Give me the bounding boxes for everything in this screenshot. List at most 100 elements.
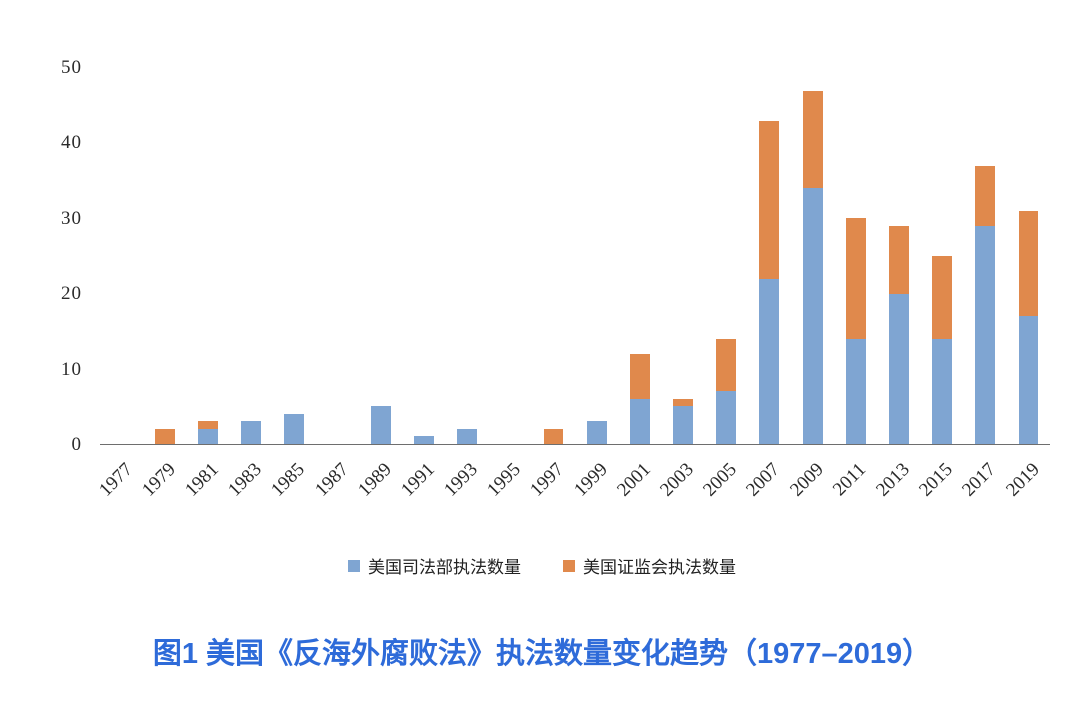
x-tick-cell-1995: 1995 [483, 447, 532, 527]
x-tick-cell-1997: 1997 [527, 447, 575, 527]
bar-group-1985 [273, 68, 316, 444]
bar-group-2007 [748, 68, 791, 444]
bar-group-1993 [446, 68, 489, 444]
bar-stack-2003 [673, 68, 693, 444]
x-tick-label-1991: 1991 [397, 459, 439, 501]
bar-doj-2019 [1018, 316, 1039, 444]
x-tick-label-2009: 2009 [785, 459, 828, 501]
bar-doj-2001 [629, 398, 650, 444]
x-tick-cell-2001: 2001 [613, 447, 661, 527]
bar-stack-2007 [759, 68, 780, 444]
bar-stack-2019 [1018, 68, 1039, 444]
x-tick-cell-2013: 2013 [872, 447, 920, 527]
bar-doj-1989 [370, 406, 391, 444]
x-tick-cell-1989: 1989 [354, 447, 402, 527]
x-tick-label-1977: 1977 [94, 459, 137, 501]
bar-stack-2001 [629, 68, 650, 444]
figure-caption: 图1 美国《反海外腐败法》执法数量变化趋势（1977–2019） [152, 638, 932, 670]
bar-sec-2007 [759, 120, 780, 279]
bar-group-1997 [532, 68, 575, 444]
bar-stack-2009 [802, 68, 823, 444]
bar-sec-2005 [716, 338, 737, 392]
x-tick-cell-2015: 2015 [915, 447, 964, 527]
x-tick-label-1985: 1985 [267, 459, 310, 501]
bar-sec-1981 [198, 421, 218, 429]
bar-doj-2015 [932, 338, 953, 444]
bar-stack-2015 [932, 68, 953, 444]
x-tick-cell-2005: 2005 [699, 447, 748, 527]
bar-stack-2013 [889, 68, 909, 444]
bar-sec-2013 [889, 225, 909, 294]
bar-sec-2011 [845, 218, 866, 339]
bar-doj-2005 [716, 391, 737, 444]
bar-group-2017 [964, 68, 1007, 444]
y-tick-label-10: 10 [61, 358, 82, 380]
x-tick-cell-1991: 1991 [397, 447, 445, 527]
x-tick-cell-2009: 2009 [786, 447, 834, 527]
bar-stack-1993 [457, 68, 478, 444]
bar-stack-1991 [413, 68, 434, 444]
sec-legend-swatch [563, 559, 575, 572]
x-tick-label-1979: 1979 [137, 459, 180, 501]
bar-stack-1999 [586, 68, 607, 444]
x-tick-cell-2003: 2003 [656, 447, 704, 527]
bar-stack-1985 [284, 68, 305, 444]
x-tick-label-1997: 1997 [526, 459, 569, 501]
x-tick-label-1995: 1995 [483, 459, 526, 501]
x-tick-cell-1987: 1987 [311, 447, 359, 527]
x-tick-cell-2011: 2011 [829, 447, 877, 527]
bar-sec-2003 [673, 398, 693, 407]
bar-stack-1979 [154, 68, 175, 444]
x-tick-label-1999: 1999 [569, 459, 612, 501]
bar-sec-2001 [629, 353, 650, 399]
legend: 美国司法部执法数量 美国证监会执法数量 [0, 553, 1084, 578]
x-tick-cell-1983: 1983 [224, 447, 273, 527]
bar-stack-1995 [500, 68, 520, 444]
x-tick-label-2019: 2019 [1001, 459, 1044, 501]
bar-group-1981 [186, 68, 229, 444]
y-tick-label-40: 40 [61, 132, 82, 154]
y-tick-label-0: 0 [71, 434, 82, 455]
bar-sec-2019 [1018, 210, 1039, 317]
bar-group-2009 [791, 68, 834, 444]
bar-stack-1997 [543, 68, 564, 444]
y-axis: 0 10 20 30 40 50 [0, 57, 92, 455]
bar-sec-1997 [543, 428, 564, 444]
doj-legend-swatch [348, 559, 360, 572]
legend-item-sec: 美国证监会执法数量 [563, 553, 736, 578]
bar-stack-2011 [845, 68, 866, 444]
x-tick-cell-1985: 1985 [267, 447, 316, 527]
x-tick-label-2011: 2011 [829, 459, 871, 501]
bar-stack-2017 [975, 68, 996, 444]
bar-doj-1999 [586, 421, 607, 444]
bar-doj-2013 [889, 293, 909, 444]
bar-group-1977 [100, 68, 143, 444]
x-tick-label-2001: 2001 [612, 459, 655, 501]
x-tick-cell-2019: 2019 [1002, 447, 1050, 527]
x-tick-label-2013: 2013 [872, 459, 914, 501]
x-tick-label-2003: 2003 [656, 459, 698, 501]
bar-stack-1989 [370, 68, 391, 444]
bar-group-1995 [489, 68, 532, 444]
y-tick-label-30: 30 [61, 207, 82, 229]
x-tick-cell-1981: 1981 [181, 447, 229, 527]
bar-group-2001 [618, 68, 661, 444]
bar-stack-1987 [328, 68, 348, 444]
bar-sec-2015 [932, 256, 953, 339]
sec-legend-label: 美国证监会执法数量 [583, 558, 736, 577]
bar-group-2015 [921, 68, 964, 444]
x-tick-cell-2007: 2007 [743, 447, 791, 527]
bar-sec-1979 [154, 428, 175, 444]
bar-stack-2005 [716, 68, 737, 444]
x-tick-cell-1999: 1999 [570, 447, 618, 527]
y-tick-label-50: 50 [61, 57, 82, 78]
x-tick-label-2015: 2015 [915, 459, 958, 501]
bar-doj-1981 [198, 428, 218, 444]
x-tick-label-1983: 1983 [224, 459, 267, 501]
x-tick-label-2005: 2005 [699, 459, 742, 501]
bar-doj-1991 [413, 436, 434, 444]
x-tick-cell-1977: 1977 [95, 447, 143, 527]
x-tick-label-1993: 1993 [440, 459, 482, 501]
plot-area [100, 68, 1050, 445]
